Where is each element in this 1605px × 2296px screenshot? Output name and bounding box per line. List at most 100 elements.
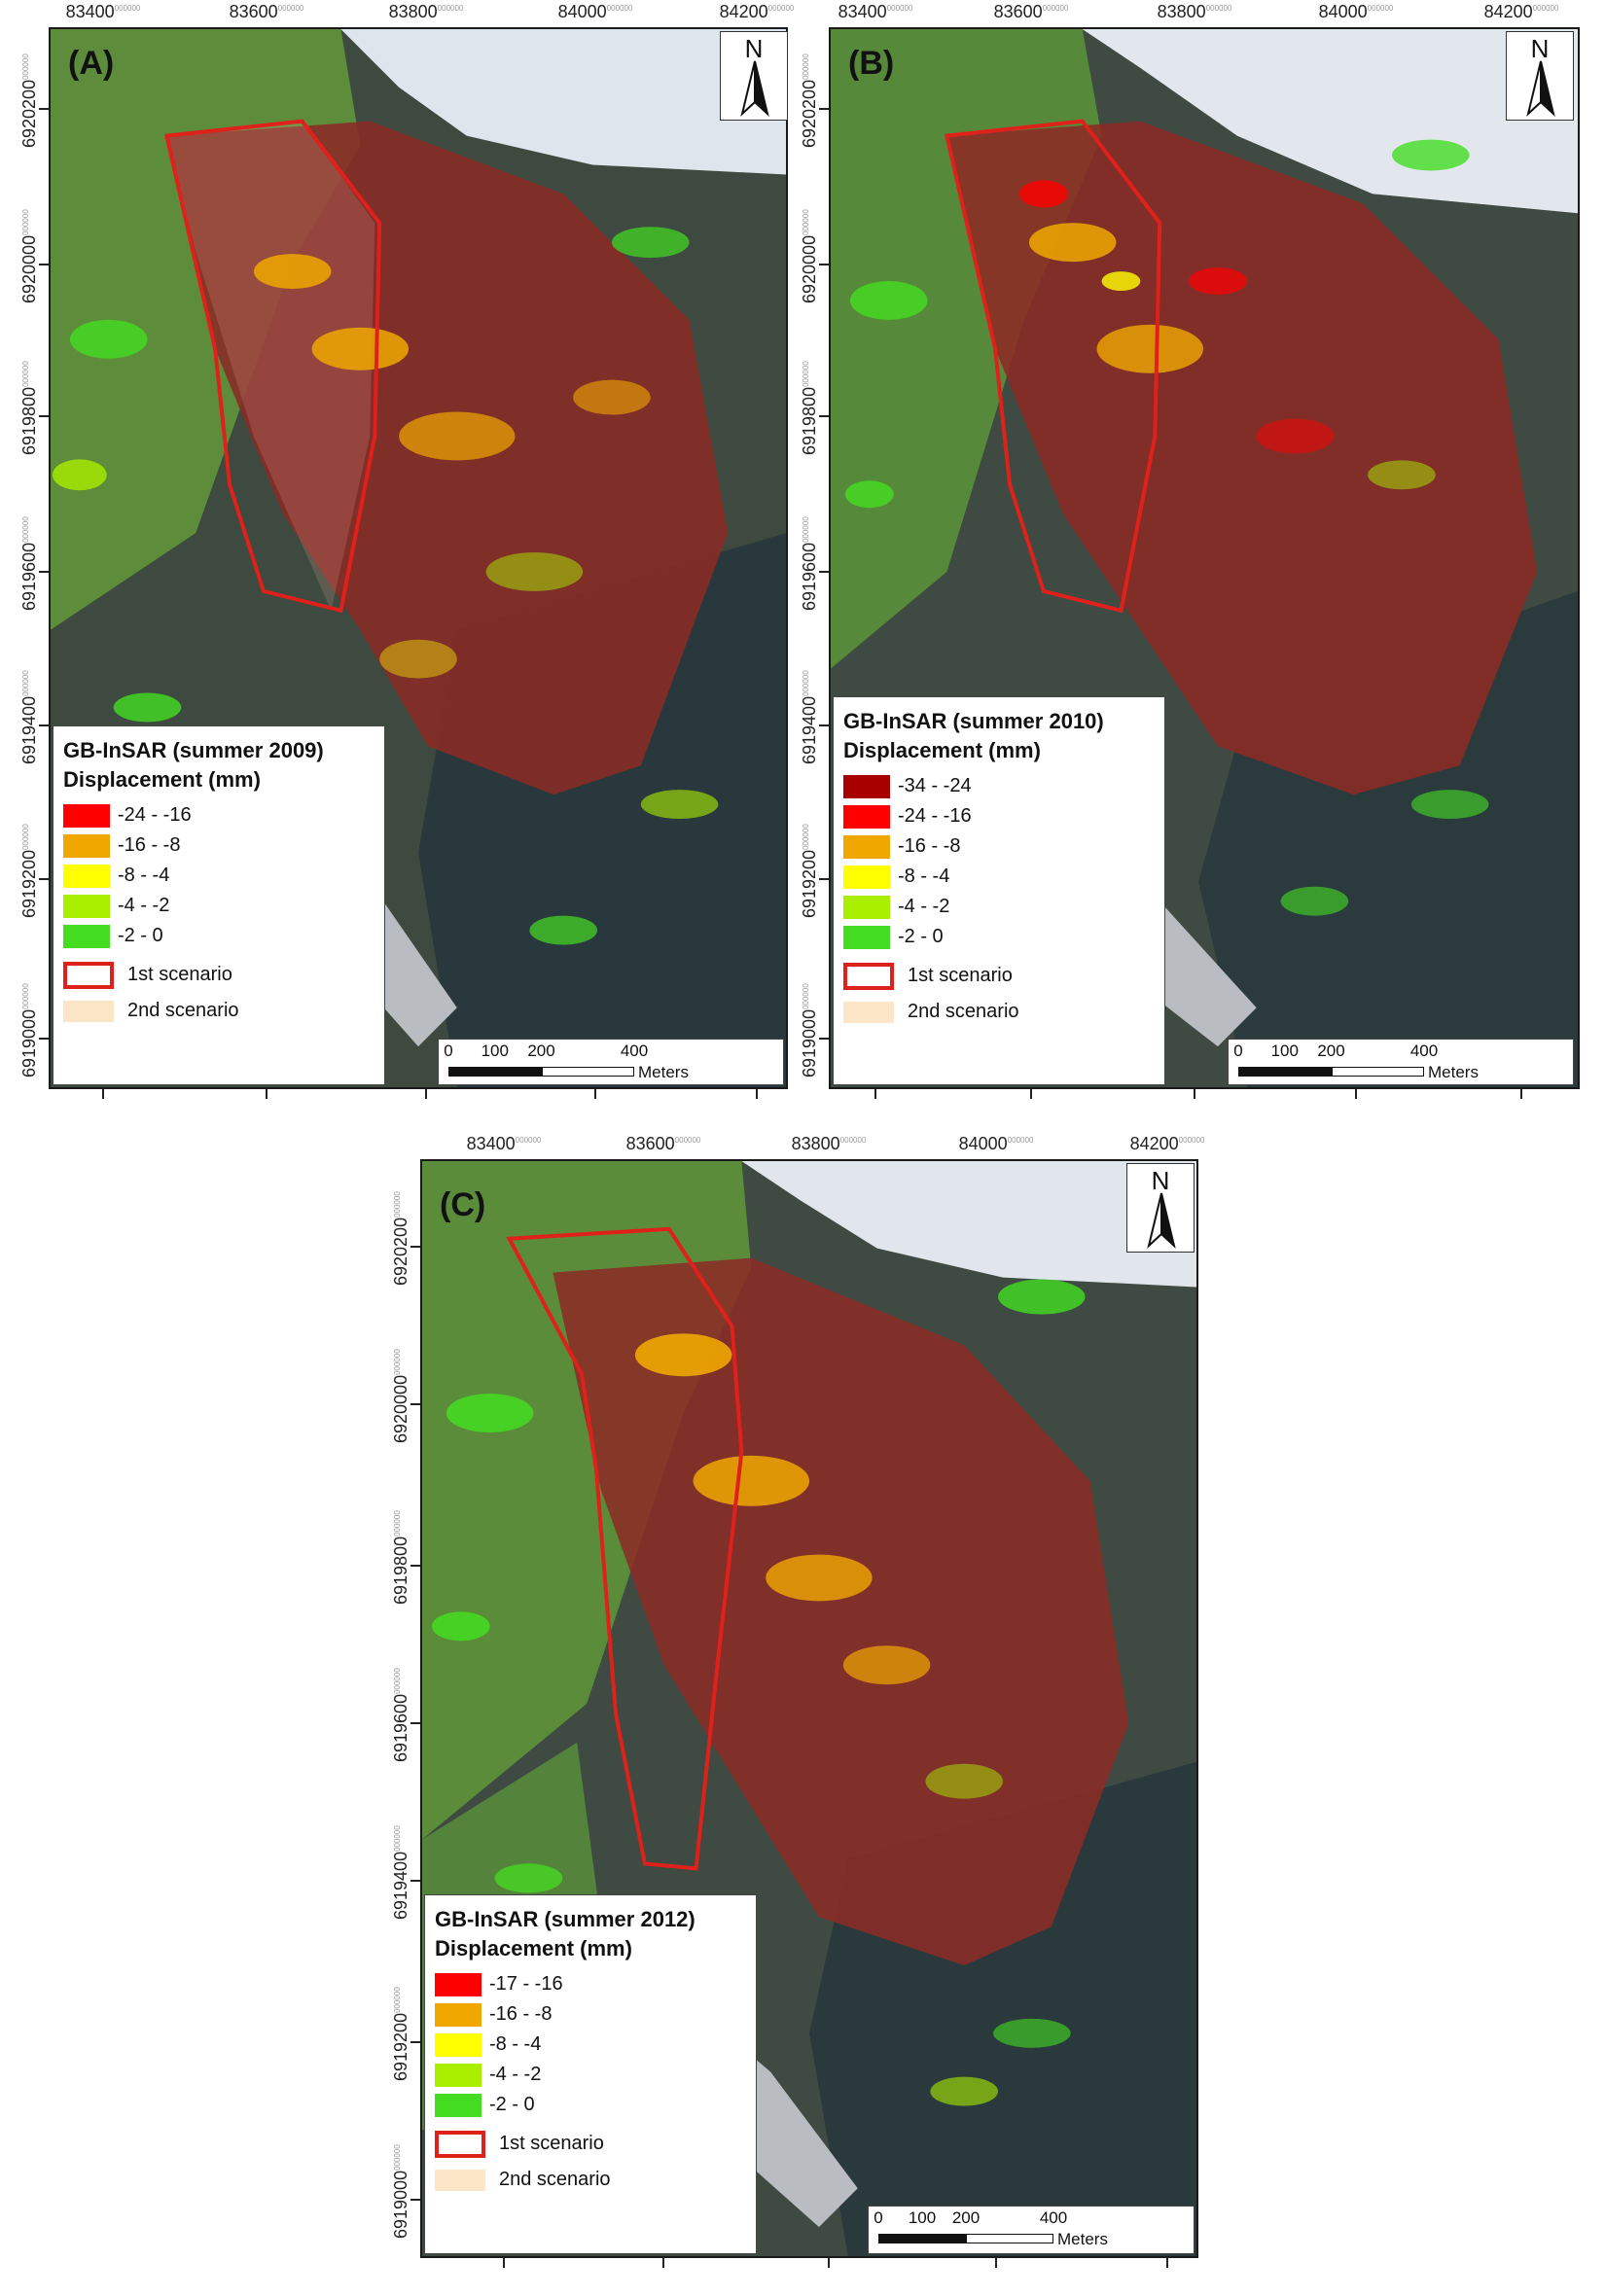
legend-class-row: -2 - 0 bbox=[843, 922, 1155, 952]
legend-class-label: -2 - 0 bbox=[898, 926, 944, 947]
y-tick-value: 6919600 bbox=[800, 542, 819, 611]
y-tick-suffix: 000000 bbox=[393, 1510, 402, 1537]
scenario-2-swatch bbox=[63, 1000, 114, 1022]
legend-class-label: -34 - -24 bbox=[898, 775, 972, 796]
legend-class-swatch bbox=[843, 834, 890, 859]
y-tick-label: 6919800000000 bbox=[391, 1510, 411, 1605]
panel-label-c: (C) bbox=[440, 1186, 486, 1223]
x-tick-mark bbox=[1194, 1089, 1195, 1099]
legend-class-swatch bbox=[63, 803, 110, 828]
scale-label: 0 bbox=[874, 2208, 883, 2227]
x-tick-label: 83600000000 bbox=[626, 1134, 701, 1154]
scale-bar-segment-light bbox=[966, 2234, 1053, 2243]
y-tick-value: 6919400 bbox=[19, 695, 39, 764]
x-tick-value: 84200 bbox=[719, 2, 768, 21]
y-tick-label: 6920200000000 bbox=[391, 1191, 411, 1286]
x-tick-suffix: 000000 bbox=[1367, 4, 1394, 13]
scale-bar-segment-dark bbox=[1238, 1067, 1332, 1077]
legend-class-label: -8 - -4 bbox=[118, 865, 170, 886]
y-tick-value: 6920000 bbox=[391, 1374, 410, 1443]
y-tick-label: 6919600000000 bbox=[391, 1668, 411, 1762]
scale-label: 200 bbox=[1317, 1042, 1345, 1060]
x-tick-mark bbox=[503, 2258, 505, 2268]
x-tick-value: 83400 bbox=[65, 2, 115, 21]
x-tick-mark bbox=[874, 1089, 876, 1099]
y-tick-suffix: 000000 bbox=[802, 983, 810, 1009]
scale-label: 200 bbox=[527, 1042, 555, 1060]
x-tick-value: 84200 bbox=[1483, 2, 1533, 21]
y-tick-value: 6919000 bbox=[19, 1008, 39, 1077]
legend-scenario-1: 1st scenario bbox=[63, 959, 374, 991]
legend-class-swatch bbox=[435, 2002, 482, 2027]
y-tick-value: 6919800 bbox=[800, 386, 819, 455]
legend-class-row: -16 - -8 bbox=[843, 831, 1155, 862]
y-tick-mark bbox=[410, 1565, 420, 1567]
legend-class-row: -16 - -8 bbox=[63, 830, 374, 861]
legend-class-swatch bbox=[843, 774, 890, 798]
scenario-2-label: 2nd scenario bbox=[908, 1001, 1019, 1022]
x-tick-suffix: 000000 bbox=[1178, 1136, 1205, 1145]
legend-class-swatch bbox=[435, 1972, 482, 1996]
legend-scenario-2: 2nd scenario bbox=[435, 2164, 746, 2196]
x-tick-label: 83800000000 bbox=[1158, 2, 1232, 22]
x-tick-mark bbox=[1030, 1089, 1032, 1099]
legend-class-label: -2 - 0 bbox=[489, 2094, 535, 2115]
x-tick-value: 83600 bbox=[229, 2, 278, 21]
x-tick-value: 83800 bbox=[791, 1134, 840, 1153]
scenario-1-swatch bbox=[435, 2130, 485, 2158]
y-tick-suffix: 000000 bbox=[21, 983, 30, 1009]
y-tick-label: 6919000000000 bbox=[19, 983, 40, 1077]
x-tick-value: 83400 bbox=[838, 2, 887, 21]
legend-c: GB-InSAR (summer 2012) Displacement (mm)… bbox=[424, 1894, 757, 2254]
y-tick-value: 6919000 bbox=[391, 2170, 410, 2239]
legend-scenario-1: 1st scenario bbox=[435, 2128, 746, 2160]
legend-class-label: -4 - -2 bbox=[489, 2064, 542, 2085]
map-panel-a: (A) N GB-InSAR (summer 2009) Displacemen… bbox=[19, 2, 794, 1099]
y-tick-label: 6919200000000 bbox=[19, 824, 40, 918]
y-tick-suffix: 000000 bbox=[802, 670, 810, 696]
x-tick-value: 83400 bbox=[466, 1134, 516, 1153]
legend-class-label: -2 - 0 bbox=[118, 925, 163, 946]
x-tick-suffix: 000000 bbox=[1205, 4, 1232, 13]
y-tick-mark bbox=[410, 1880, 420, 1882]
y-tick-label: 6920000000000 bbox=[391, 1349, 411, 1443]
x-tick-value: 83600 bbox=[625, 1134, 675, 1153]
y-tick-suffix: 000000 bbox=[21, 53, 30, 80]
y-tick-suffix: 000000 bbox=[393, 1668, 402, 1694]
legend-class-swatch bbox=[63, 864, 110, 888]
satellite-basemap-c bbox=[422, 1161, 1196, 2256]
legend-class-label: -8 - -4 bbox=[489, 2033, 542, 2055]
y-tick-value: 6919800 bbox=[391, 1536, 410, 1605]
legend-title: GB-InSAR (summer 2010) bbox=[843, 709, 1104, 733]
scale-unit: Meters bbox=[1057, 2230, 1108, 2248]
y-tick-suffix: 000000 bbox=[21, 361, 30, 387]
legend-scenario-1: 1st scenario bbox=[843, 960, 1155, 992]
x-tick-suffix: 000000 bbox=[886, 4, 913, 13]
legend-class-row: -16 - -8 bbox=[435, 1999, 746, 2030]
legend-class-swatch bbox=[843, 804, 890, 829]
y-tick-mark bbox=[39, 571, 49, 573]
y-tick-value: 6919200 bbox=[19, 849, 39, 918]
scale-label: 200 bbox=[951, 2208, 981, 2227]
x-tick-suffix: 000000 bbox=[767, 4, 795, 13]
x-tick-value: 84000 bbox=[958, 1134, 1008, 1153]
y-tick-suffix: 000000 bbox=[21, 516, 30, 543]
legend-class-row: -4 - -2 bbox=[435, 2060, 746, 2090]
scale-bar-segment-dark bbox=[448, 1067, 542, 1077]
legend-class-label: -24 - -16 bbox=[118, 804, 192, 826]
scale-unit: Meters bbox=[1428, 1063, 1479, 1081]
y-tick-label: 6919600000000 bbox=[19, 516, 40, 611]
y-tick-suffix: 000000 bbox=[21, 209, 30, 235]
y-tick-label: 6920200000000 bbox=[800, 53, 820, 148]
legend-class-row: -8 - -4 bbox=[435, 2030, 746, 2060]
y-tick-suffix: 000000 bbox=[21, 670, 30, 696]
y-tick-mark bbox=[39, 415, 49, 417]
y-tick-suffix: 000000 bbox=[393, 1349, 402, 1375]
y-tick-value: 6919000 bbox=[800, 1008, 819, 1077]
legend-class-row: -4 - -2 bbox=[63, 891, 374, 921]
scale-label: 100 bbox=[1270, 1042, 1299, 1060]
y-tick-value: 6919200 bbox=[391, 2012, 410, 2081]
x-tick-mark bbox=[1355, 1089, 1357, 1099]
north-arrow-icon bbox=[740, 60, 769, 117]
scenario-2-swatch bbox=[843, 1001, 894, 1023]
